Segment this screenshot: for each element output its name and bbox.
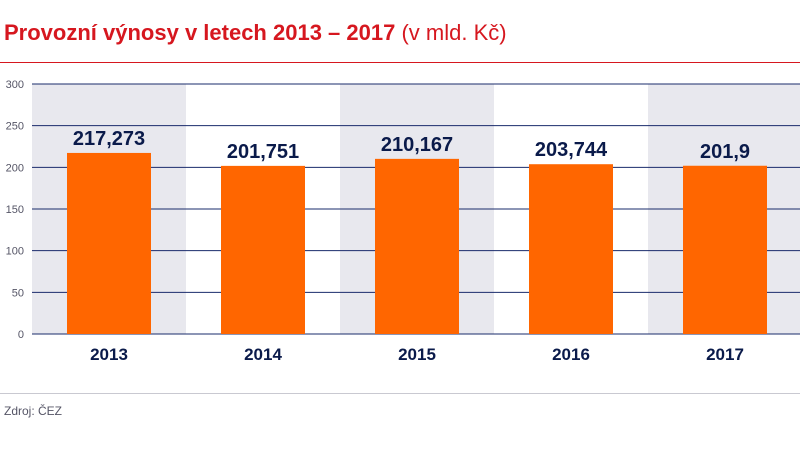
y-tick-label: 0 (18, 329, 24, 341)
data-labels: 217,273 201,751 210,167 203,744 201,9 (73, 128, 750, 163)
x-axis: 2013 2014 2015 2016 2017 (90, 345, 744, 364)
y-axis: 0 50 100 150 200 250 300 (6, 79, 24, 341)
y-tick-label: 150 (6, 204, 24, 216)
bar-2013 (67, 152, 151, 334)
bar-2017 (683, 165, 767, 334)
y-tick-label: 250 (6, 121, 24, 133)
data-label-2014: 201,751 (227, 141, 299, 163)
x-tick-label-2013: 2013 (90, 345, 128, 364)
bar-2016 (529, 164, 613, 334)
y-tick-label: 50 (12, 287, 24, 299)
y-tick-label: 200 (6, 162, 24, 174)
data-label-2013: 217,273 (73, 128, 145, 150)
x-tick-label-2017: 2017 (706, 345, 744, 364)
bar-2015 (375, 158, 459, 334)
data-label-2016: 203,744 (535, 139, 608, 161)
bars (67, 152, 767, 334)
x-tick-label-2016: 2016 (552, 345, 590, 364)
source-note: Zdroj: ČEZ (4, 404, 63, 418)
chart-title-main: Provozní výnosy v letech 2013 – 2017 (4, 20, 396, 45)
x-tick-label-2015: 2015 (398, 345, 436, 364)
data-label-2015: 210,167 (381, 134, 453, 156)
y-tick-label: 100 (6, 246, 24, 258)
y-tick-label: 300 (6, 79, 24, 91)
bar-2014 (221, 165, 305, 334)
footer-divider (0, 393, 800, 394)
x-tick-label-2014: 2014 (244, 345, 282, 364)
title-divider (0, 62, 800, 63)
chart-title-unit: (v mld. Kč) (401, 20, 507, 45)
data-label-2017: 201,9 (700, 141, 750, 163)
bar-chart: 0 50 100 150 200 250 300 217,273 201,751 210,167… (6, 79, 800, 364)
chart-title: Provozní výnosy v letech 2013 – 2017 (v … (4, 19, 507, 47)
